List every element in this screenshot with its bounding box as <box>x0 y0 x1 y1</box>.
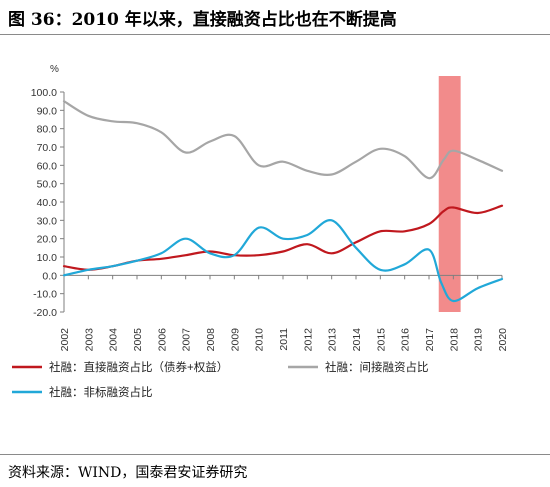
y-tick-label: 50.0 <box>37 179 58 191</box>
x-tick-label: 2007 <box>181 328 193 352</box>
x-tick-label: 2009 <box>229 328 241 352</box>
y-tick-label: 90.0 <box>37 105 58 117</box>
y-tick-label: 80.0 <box>37 124 58 136</box>
title-bar: 图 36：2010 年以来，直接融资占比也在不断提高 <box>0 0 550 35</box>
y-tick-label: 70.0 <box>37 142 58 154</box>
series-line-nonstandard-financing <box>62 219 504 303</box>
legend-label: 社融：间接融资占比 <box>325 360 429 374</box>
x-tick-label: 2010 <box>254 328 266 352</box>
series-line-indirect-financing <box>62 100 504 180</box>
x-tick-label: 2012 <box>302 328 314 352</box>
y-tick-label: 10.0 <box>37 252 58 264</box>
series-layer <box>62 100 504 303</box>
highlight-band-layer <box>438 76 461 312</box>
x-tick-label: 2013 <box>327 328 339 352</box>
x-tick-label: 2002 <box>59 328 71 352</box>
y-tick-label: -10.0 <box>33 289 57 301</box>
y-tick-label: 0.0 <box>42 270 57 282</box>
x-tick-label: 2011 <box>278 328 290 351</box>
x-tick-label: 2008 <box>205 328 217 352</box>
x-tick-label: 2006 <box>156 328 168 352</box>
legend-label: 社融：非标融资占比 <box>49 385 153 399</box>
y-tick-label: 40.0 <box>37 197 58 209</box>
line-chart: % 100.0 90.0 80.0 70.0 60.0 50.0 40.0 30.0 20.0 10… <box>12 64 509 399</box>
source-bar: 资料来源：WIND，国泰君安证券研究 <box>0 454 550 487</box>
y-tick-label: 100.0 <box>31 87 57 99</box>
x-tick-label: 2017 <box>424 328 436 352</box>
x-tick-label: 2020 <box>497 328 509 352</box>
source-note: 资料来源：WIND，国泰君安证券研究 <box>8 465 248 481</box>
x-tick-label: 2016 <box>400 328 412 352</box>
figure-title: 图 36：2010 年以来，直接融资占比也在不断提高 <box>8 10 397 30</box>
y-tick-label: -20.0 <box>33 307 57 319</box>
x-tick-label: 2014 <box>351 328 363 352</box>
x-tick-label: 2004 <box>108 328 120 352</box>
y-tick-label: 20.0 <box>37 234 58 246</box>
y-tick-label: 30.0 <box>37 215 58 227</box>
x-tick-label: 2015 <box>375 328 387 352</box>
y-tick-label: 60.0 <box>37 160 58 172</box>
x-tick-label: 2003 <box>83 328 95 352</box>
y-unit-label: % <box>50 64 59 75</box>
x-tick-label: 2019 <box>473 328 485 352</box>
highlight-band <box>438 76 461 312</box>
legend-label: 社融：直接融资占比（债券+权益） <box>49 360 228 374</box>
x-tick-label: 2018 <box>448 328 460 352</box>
x-tick-label: 2005 <box>132 328 144 352</box>
axis-layer: % 100.0 90.0 80.0 70.0 60.0 50.0 40.0 30.0 20.0 10… <box>31 64 509 351</box>
